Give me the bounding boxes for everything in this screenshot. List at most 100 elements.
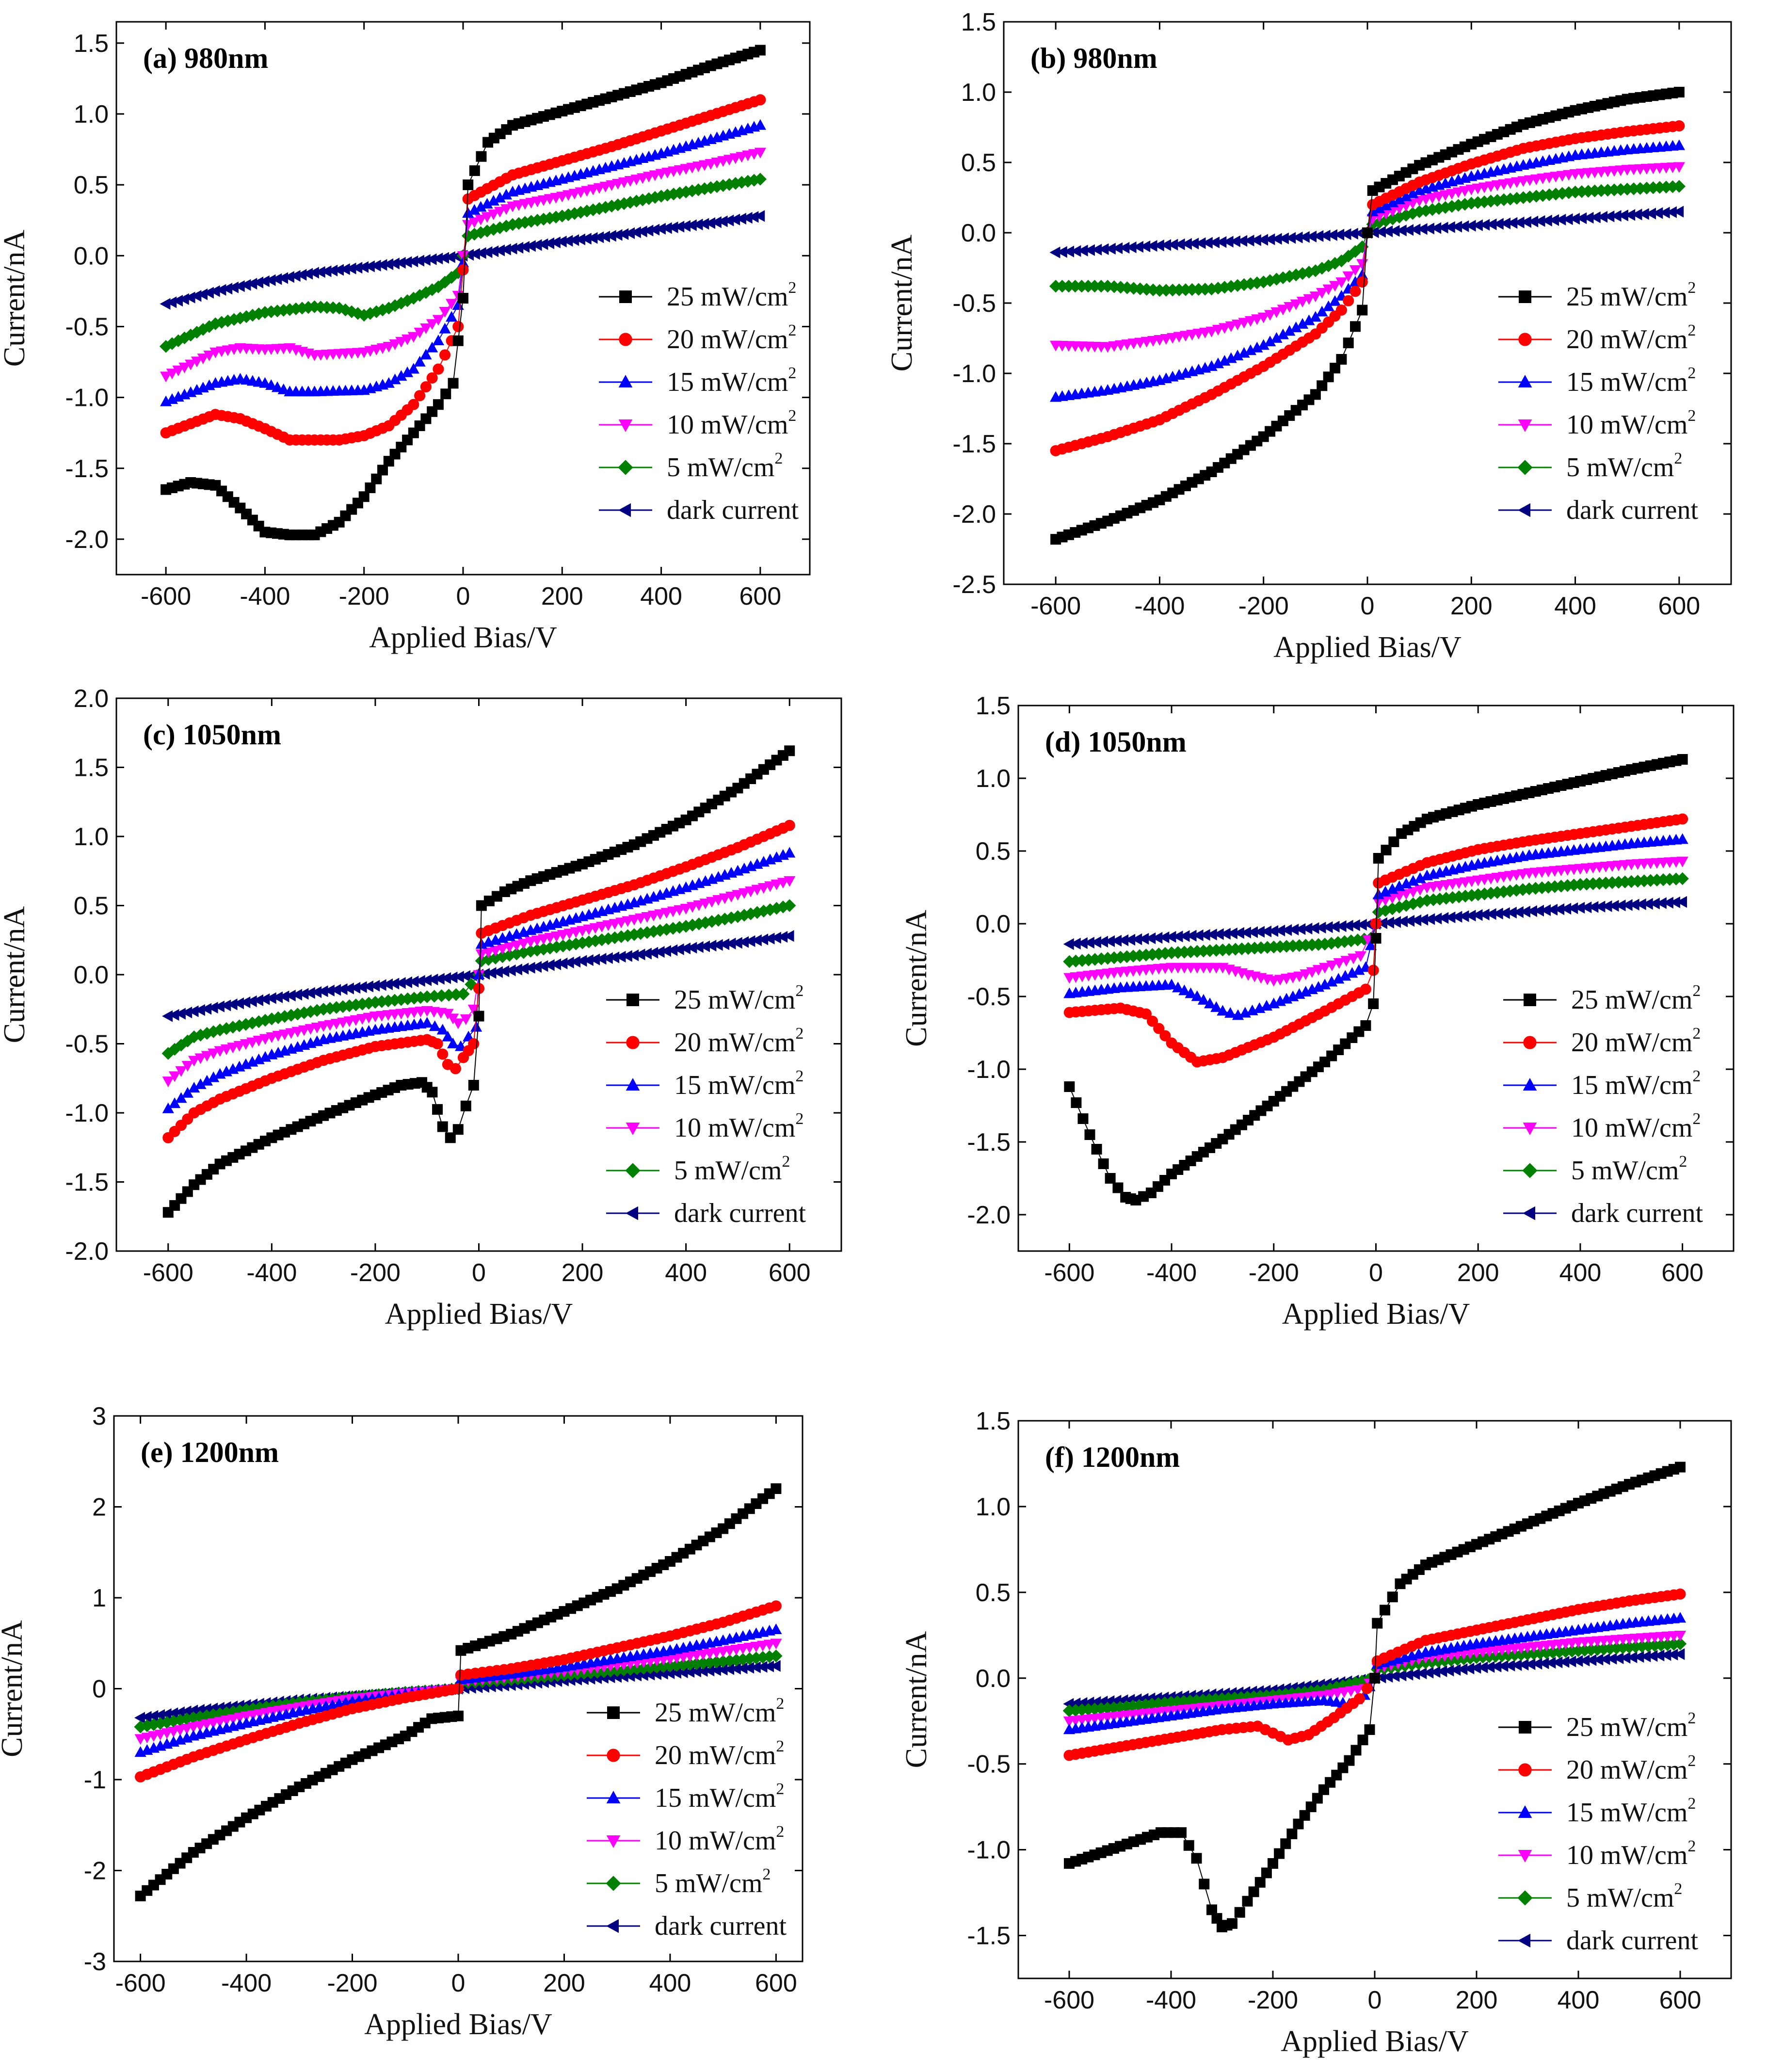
data-point <box>1520 216 1531 228</box>
data-point <box>452 299 464 310</box>
data-point <box>1134 282 1147 295</box>
data-point <box>1251 314 1263 325</box>
data-point <box>686 219 697 231</box>
data-point <box>1186 930 1197 942</box>
data-point <box>696 1656 710 1670</box>
data-point <box>1451 911 1462 923</box>
data-point <box>1615 899 1626 912</box>
data-point <box>736 1653 750 1666</box>
legend-superscript: 2 <box>1674 1880 1682 1898</box>
data-point <box>487 194 499 206</box>
legend-superscript: 2 <box>788 279 796 297</box>
data-point <box>1548 880 1561 893</box>
y-tick-label: -0.5 <box>65 1030 109 1059</box>
data-point <box>1381 845 1392 855</box>
legend-superscript: 2 <box>795 1110 803 1128</box>
data-point <box>1101 952 1114 965</box>
data-point <box>1140 1008 1152 1020</box>
legend-label: 10 mW/cm2 <box>1566 407 1696 440</box>
y-tick-label: 1.0 <box>961 79 996 107</box>
data-point <box>401 992 414 1006</box>
data-point <box>194 1721 206 1732</box>
legend-label: dark current <box>1566 1926 1699 1956</box>
data-point <box>246 1702 259 1715</box>
y-tick-label: -1.0 <box>65 1099 109 1127</box>
data-point <box>1673 1637 1687 1651</box>
data-point <box>440 972 451 984</box>
data-point <box>684 1666 695 1678</box>
data-point <box>1333 958 1345 969</box>
data-point <box>475 247 486 259</box>
x-tick-label: -400 <box>1146 1259 1197 1287</box>
data-point <box>162 1076 174 1088</box>
data-point <box>649 224 660 236</box>
data-point <box>446 311 458 322</box>
data-point <box>1084 1129 1095 1140</box>
data-point <box>1638 874 1651 887</box>
legend-marker <box>626 1036 640 1049</box>
data-point <box>191 356 203 368</box>
data-point <box>452 335 464 346</box>
y-tick-label: 0.5 <box>976 837 1011 866</box>
data-point <box>160 371 172 383</box>
data-point <box>457 251 469 262</box>
legend-label: 10 mW/cm2 <box>655 1823 784 1856</box>
data-point <box>1268 1858 1278 1869</box>
legend-marker <box>1523 1122 1537 1135</box>
data-point <box>582 954 594 966</box>
data-point <box>1626 1651 1638 1663</box>
data-point <box>462 229 475 242</box>
data-point <box>524 962 535 974</box>
data-point <box>1389 225 1400 237</box>
data-point <box>432 335 445 346</box>
data-point <box>1588 184 1601 197</box>
data-point <box>1606 1653 1617 1665</box>
data-point <box>188 1056 200 1067</box>
data-point <box>576 955 587 967</box>
data-point <box>1666 206 1677 218</box>
x-axis-title: Applied Bias/V <box>364 2008 552 2041</box>
data-point <box>1424 913 1435 925</box>
data-point <box>494 244 505 257</box>
data-point <box>162 1010 173 1022</box>
data-point <box>1446 891 1459 904</box>
data-point <box>670 1659 683 1672</box>
data-point <box>227 1714 239 1725</box>
data-point <box>1601 900 1612 912</box>
data-point <box>1316 305 1328 317</box>
x-tick-label: 200 <box>543 1969 585 1997</box>
data-point <box>1569 212 1580 225</box>
data-point <box>178 362 191 373</box>
data-point <box>1677 754 1688 765</box>
y-tick-label: -1.0 <box>952 360 996 388</box>
data-point <box>207 1718 219 1729</box>
legend-superscript: 2 <box>1692 1067 1701 1085</box>
data-point <box>751 884 763 896</box>
data-point <box>1365 939 1377 950</box>
data-point <box>1178 984 1190 996</box>
data-point <box>1396 225 1407 237</box>
y-axis-title: Current/nA <box>900 910 933 1047</box>
legend: 25 mW/cm2 20 mW/cm2 15 mW/cm2 10 mW/cm2 5 mW… <box>1503 982 1703 1228</box>
data-point <box>770 902 783 915</box>
data-point <box>154 1709 165 1721</box>
data-point <box>1224 1007 1237 1018</box>
legend-marker <box>606 1791 621 1804</box>
series-square <box>135 1483 782 1901</box>
data-point <box>1380 199 1392 210</box>
data-point <box>1450 1664 1461 1676</box>
data-point <box>1561 879 1574 892</box>
data-point <box>1387 1591 1398 1603</box>
data-point <box>258 275 270 288</box>
legend-marker <box>625 1163 641 1178</box>
data-point <box>421 974 432 986</box>
data-point <box>1114 950 1127 964</box>
data-point <box>214 1717 226 1728</box>
data-point <box>240 996 251 1009</box>
data-point <box>134 1720 147 1734</box>
data-point <box>757 904 771 918</box>
legend-marker <box>1519 290 1531 303</box>
data-point <box>388 257 400 270</box>
data-point <box>517 938 530 949</box>
data-point <box>549 210 562 224</box>
